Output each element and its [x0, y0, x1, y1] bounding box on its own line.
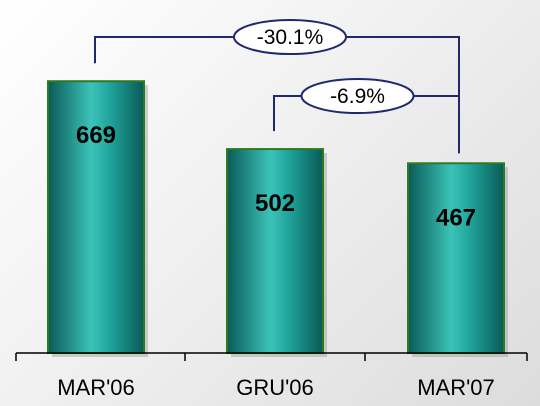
category-label: GRU'06: [236, 375, 314, 400]
bar-gru06: [226, 148, 324, 354]
data-label: 467: [436, 204, 476, 231]
change-annotations: -30.1% -6.9%: [94, 19, 460, 154]
data-label: 669: [76, 122, 116, 149]
annotation-ellipse: [300, 78, 415, 114]
category-label: MAR'07: [417, 375, 495, 400]
annotation-label: -6.9%: [330, 85, 385, 108]
bars-group: 669 502 467: [47, 80, 508, 357]
annotation-label: -30.1%: [257, 26, 324, 49]
data-label: 502: [255, 190, 295, 217]
x-axis: MAR'06 GRU'06 MAR'07: [15, 352, 528, 400]
annotation-ellipse: [233, 19, 347, 55]
bar-mar07: [407, 162, 505, 354]
bar-mar06: [47, 80, 145, 354]
category-label: MAR'06: [57, 375, 135, 400]
